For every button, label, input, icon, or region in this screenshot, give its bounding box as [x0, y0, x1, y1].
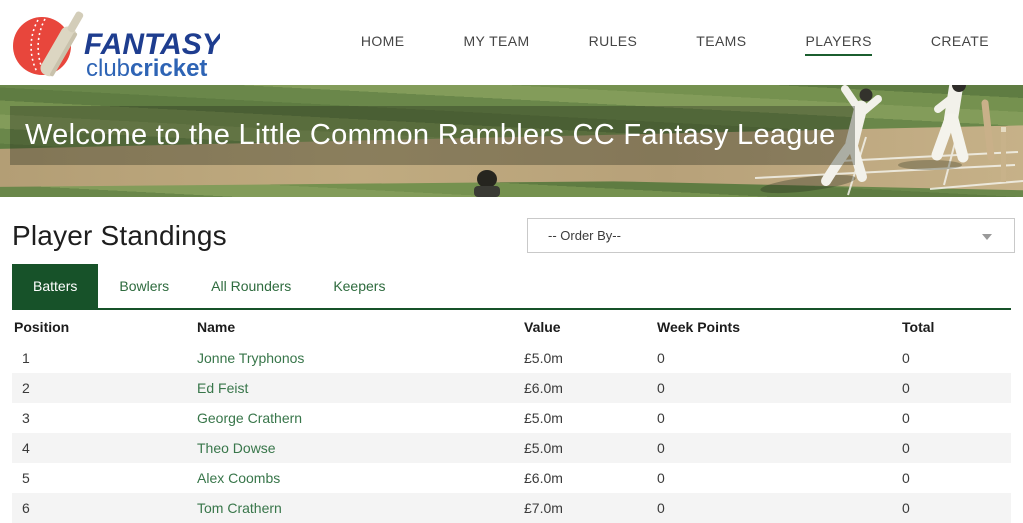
cell-week-points: 0 — [657, 410, 665, 426]
cell-value: £5.0m — [524, 440, 563, 456]
cell-total: 0 — [902, 500, 910, 516]
fielder-figure — [474, 170, 500, 197]
bowler-figure — [821, 85, 882, 186]
brand-logo[interactable]: FANTASY clubcricket — [8, 8, 220, 78]
stump — [1001, 127, 1006, 182]
cell-position: 4 — [22, 440, 30, 456]
cell-week-points: 0 — [657, 500, 665, 516]
order-by-value: -- Order By-- — [548, 228, 621, 243]
table-row: 4 Theo Dowse £5.0m 0 0 — [12, 433, 1011, 463]
player-link[interactable]: Tom Crathern — [197, 500, 282, 516]
table-header-row: Position Name Value Week Points Total — [12, 310, 1011, 343]
tab-keepers[interactable]: Keepers — [333, 278, 386, 294]
batsman-figure — [931, 85, 995, 163]
hero-overlay-band: Welcome to the Little Common Ramblers CC… — [10, 106, 855, 165]
table-row: 5 Alex Coombs £6.0m 0 0 — [12, 463, 1011, 493]
cell-position: 5 — [22, 470, 30, 486]
cell-value: £7.0m — [524, 500, 563, 516]
nav-item-rules[interactable]: RULES — [588, 33, 638, 49]
cell-value: £6.0m — [524, 470, 563, 486]
player-link[interactable]: Ed Feist — [197, 380, 249, 396]
tab-batters[interactable]: Batters — [12, 264, 99, 308]
cell-value: £5.0m — [524, 410, 563, 426]
nav-item-home[interactable]: HOME — [360, 33, 405, 49]
col-header-name: Name — [197, 319, 236, 335]
table-row: 6 Tom Crathern £7.0m 0 0 — [12, 493, 1011, 523]
cell-position: 1 — [22, 350, 30, 366]
cell-total: 0 — [902, 350, 910, 366]
standings-table: Position Name Value Week Points Total 1 … — [12, 310, 1011, 523]
hero-banner: Welcome to the Little Common Ramblers CC… — [0, 85, 1023, 197]
batsman-shadow — [898, 160, 962, 170]
chevron-down-icon — [982, 234, 992, 240]
table-row: 3 George Crathern £5.0m 0 0 — [12, 403, 1011, 433]
player-link[interactable]: George Crathern — [197, 410, 303, 426]
player-link[interactable]: Alex Coombs — [197, 470, 281, 486]
player-link[interactable]: Jonne Tryphonos — [197, 350, 305, 366]
hero-cricket-scene — [474, 85, 1023, 197]
brand-name-club: club — [86, 55, 130, 78]
brand-name-cricket: cricket — [130, 55, 207, 78]
cell-total: 0 — [902, 470, 910, 486]
col-header-value: Value — [524, 319, 561, 335]
cell-position: 3 — [22, 410, 30, 426]
cricket-bat-icon — [40, 10, 84, 76]
cell-total: 0 — [902, 410, 910, 426]
cell-position: 2 — [22, 380, 30, 396]
cell-week-points: 0 — [657, 350, 665, 366]
standings-head: Player Standings -- Order By-- — [0, 197, 1023, 253]
cell-value: £6.0m — [524, 380, 563, 396]
brand-logo-graphic: FANTASY clubcricket — [13, 10, 220, 78]
nav-item-teams[interactable]: TEAMS — [696, 33, 747, 49]
nav-item-players[interactable]: PLAYERS — [805, 33, 872, 56]
svg-text:clubcricket: clubcricket — [86, 55, 207, 78]
cell-week-points: 0 — [657, 440, 665, 456]
cell-week-points: 0 — [657, 380, 665, 396]
site-header: FANTASY clubcricket HOME MY TEAM RULES T… — [0, 0, 1023, 85]
player-link[interactable]: Theo Dowse — [197, 440, 276, 456]
table-row: 1 Jonne Tryphonos £5.0m 0 0 — [12, 343, 1011, 373]
col-header-total: Total — [902, 319, 935, 335]
table-row: 2 Ed Feist £6.0m 0 0 — [12, 373, 1011, 403]
cell-value: £5.0m — [524, 350, 563, 366]
order-by-select[interactable]: -- Order By-- — [527, 218, 1015, 253]
tab-bowlers[interactable]: Bowlers — [119, 278, 170, 294]
cell-total: 0 — [902, 380, 910, 396]
page-title: Player Standings — [12, 219, 227, 251]
hero-title: Welcome to the Little Common Ramblers CC… — [25, 119, 836, 151]
nav-item-my-team[interactable]: MY TEAM — [463, 33, 530, 49]
brand-name-top: FANTASY — [84, 28, 220, 61]
col-header-week-points: Week Points — [657, 319, 740, 335]
col-header-position: Position — [14, 319, 70, 335]
cell-position: 6 — [22, 500, 30, 516]
cell-total: 0 — [902, 440, 910, 456]
nav-item-create[interactable]: CREATE — [930, 33, 989, 49]
cell-week-points: 0 — [657, 470, 665, 486]
tab-all-rounders[interactable]: All Rounders — [211, 278, 292, 294]
main-nav: HOME MY TEAM RULES TEAMS PLAYERS CREATE — [361, 29, 989, 56]
category-tabs: Batters Bowlers All Rounders Keepers — [12, 264, 1011, 310]
